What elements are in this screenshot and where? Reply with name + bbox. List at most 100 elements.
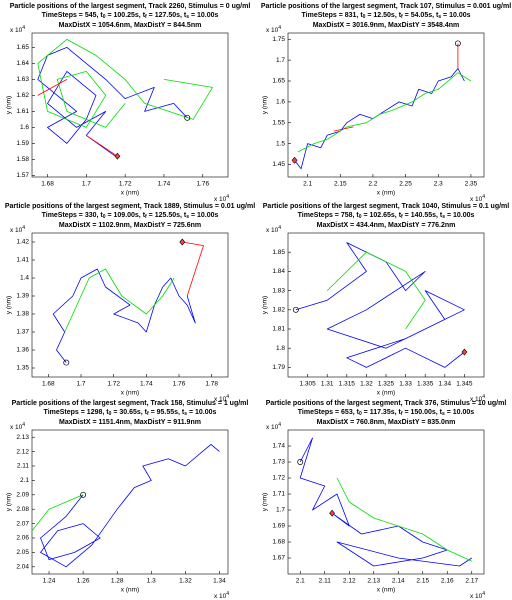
- x-scale-label-part: x 10: [470, 196, 483, 203]
- x-tick-label: 1.33: [399, 381, 412, 388]
- y-tick-label: 2.09: [16, 492, 29, 499]
- x-axis-label: x (nm): [121, 587, 139, 594]
- chart-subtitle-part: = 100.25s, t: [106, 12, 146, 19]
- y-tick-label: 1.6: [276, 99, 285, 106]
- chart-subtitle-part: = 127.50s, t: [147, 12, 187, 19]
- y-tick-label: 1.67: [272, 555, 285, 562]
- y-tick-label: 2.1: [20, 477, 29, 484]
- x-scale-label-part: 4: [226, 591, 229, 597]
- x-tick-label: 1.78: [205, 381, 218, 388]
- x-scale-label-part: 4: [226, 194, 229, 200]
- chart-subtitle-part: f: [401, 411, 403, 417]
- y-tick-label: 1.37: [16, 329, 29, 336]
- x-scale-label-part: 4: [482, 194, 485, 200]
- x-tick-label: 2.2: [368, 181, 377, 188]
- y-tick-label: 2.05: [16, 549, 29, 556]
- chart-note: MaxDistX = 760.8nm, MaxDistY = 835.0nm: [317, 419, 456, 426]
- y-tick-label: 1.38: [16, 311, 29, 318]
- x-scale-label-part: x 10: [214, 593, 227, 600]
- y-tick-label: 1.81: [272, 326, 285, 333]
- x-tick-label: 2.11: [319, 578, 332, 585]
- chart-subtitle-part: TimeSteps = 545, t: [42, 12, 104, 19]
- chart-title: Particle positions of the largest segmen…: [12, 400, 249, 407]
- x-axis-label: x (nm): [121, 190, 139, 197]
- trajectory: [336, 477, 472, 562]
- x-tick-label: 2.35: [465, 181, 478, 188]
- x-tick-label: 1.305: [299, 381, 316, 388]
- chart-subtitle-part: = 102.65s, t: [362, 212, 402, 219]
- chart-subtitle-part: s: [186, 14, 189, 20]
- y-scale-label: x 104: [266, 422, 281, 430]
- y-scale-label-part: 4: [22, 422, 25, 428]
- chart-subtitle-part: s: [442, 214, 445, 220]
- x-tick-label: 1.72: [107, 381, 120, 388]
- y-tick-label: 1.55: [272, 119, 285, 126]
- end-marker: [291, 156, 298, 164]
- chart-subtitle-part: = 10.00s: [187, 409, 216, 416]
- x-scale-label-part: x 10: [470, 593, 483, 600]
- y-tick-label: 2.04: [16, 564, 29, 571]
- chart-subtitle-part: = 10.00s: [189, 12, 218, 19]
- y-axis-label: y (nm): [262, 96, 269, 114]
- x-tick-label: 1.28: [111, 578, 124, 585]
- chart-subtitle-part: = 12.50s, t: [365, 12, 401, 19]
- x-scale-label-part: 4: [482, 591, 485, 597]
- chart-subtitle-part: s: [184, 411, 187, 417]
- plot-frame: [31, 429, 229, 575]
- x-tick-label: 1.345: [456, 381, 473, 388]
- trajectory: [37, 39, 213, 128]
- y-scale-label-part: x 10: [10, 27, 23, 34]
- y-scale-label: x 104: [10, 25, 25, 33]
- y-tick-label: 1.71: [272, 491, 285, 498]
- chart-subtitle-part: s: [438, 14, 441, 20]
- y-tick-label: 1.82: [272, 307, 285, 314]
- x-tick-label: 1.68: [42, 381, 55, 388]
- trajectory: [299, 437, 473, 567]
- y-scale-label-part: x 10: [266, 424, 279, 431]
- plot-area: [52, 241, 204, 363]
- start-marker: [184, 114, 191, 121]
- chart-subtitle-part: f: [145, 14, 147, 20]
- y-scale-label-part: 4: [278, 422, 281, 428]
- y-tick-label: 2.07: [16, 520, 29, 527]
- chart-subtitle-part: f: [401, 214, 403, 220]
- x-tick-label: 1.7: [76, 381, 85, 388]
- x-tick-label: 2.12: [343, 578, 356, 585]
- y-tick-label: 1.45: [272, 161, 285, 168]
- end-marker: [329, 509, 335, 517]
- trajectory: [37, 47, 188, 157]
- y-tick-label: 2.08: [16, 506, 29, 513]
- chart-note: MaxDistX = 1151.4nm, MaxDistY = 911.9nm: [59, 419, 201, 426]
- y-tick-label: 2.12: [16, 448, 29, 455]
- chart-subtitle: TimeSteps = 653, t0 = 117.35s, tf = 150.…: [298, 409, 475, 417]
- y-tick-label: 2.11: [17, 463, 30, 470]
- x-tick-label: 1.7: [82, 181, 91, 188]
- start-marker: [454, 40, 461, 47]
- chart-subtitle-part: s: [442, 411, 445, 417]
- chart-note: MaxDistX = 1054.6nm, MaxDistY = 844.5nm: [59, 22, 202, 29]
- x-tick-label: 1.34: [438, 381, 451, 388]
- end-marker: [179, 238, 186, 246]
- chart-subtitle-part: = 150.00s, t: [403, 409, 443, 416]
- x-tick-label: 1.32: [179, 578, 192, 585]
- start-marker: [80, 491, 87, 498]
- x-tick-label: 1.72: [119, 181, 132, 188]
- y-tick-label: 1.69: [272, 523, 285, 530]
- chart-subtitle-part: = 109.00s, t: [106, 212, 146, 219]
- x-tick-label: 2.17: [465, 578, 478, 585]
- y-tick-label: 1.85: [272, 249, 285, 256]
- chart-subtitle-part: = 30.65s, t: [111, 409, 147, 416]
- trajectory: [37, 79, 118, 157]
- chart-subtitle-part: TimeSteps = 758, t: [298, 212, 360, 219]
- chart-subtitle: TimeSteps = 831, t0 = 12.50s, tf = 54.05…: [302, 12, 471, 20]
- y-scale-label-part: 4: [278, 225, 281, 231]
- trajectory: [326, 251, 426, 330]
- chart-subtitle-part: = 95.55s, t: [149, 409, 185, 416]
- trajectory: [40, 444, 220, 568]
- chart-note: MaxDistX = 434.4nm, MaxDistY = 776.2nm: [317, 222, 456, 229]
- chart-subtitle-part: 0: [103, 14, 106, 20]
- x-tick-label: 1.335: [417, 381, 434, 388]
- chart-subtitle-part: TimeSteps = 1298, t: [44, 409, 110, 416]
- y-tick-label: 1.42: [16, 239, 29, 246]
